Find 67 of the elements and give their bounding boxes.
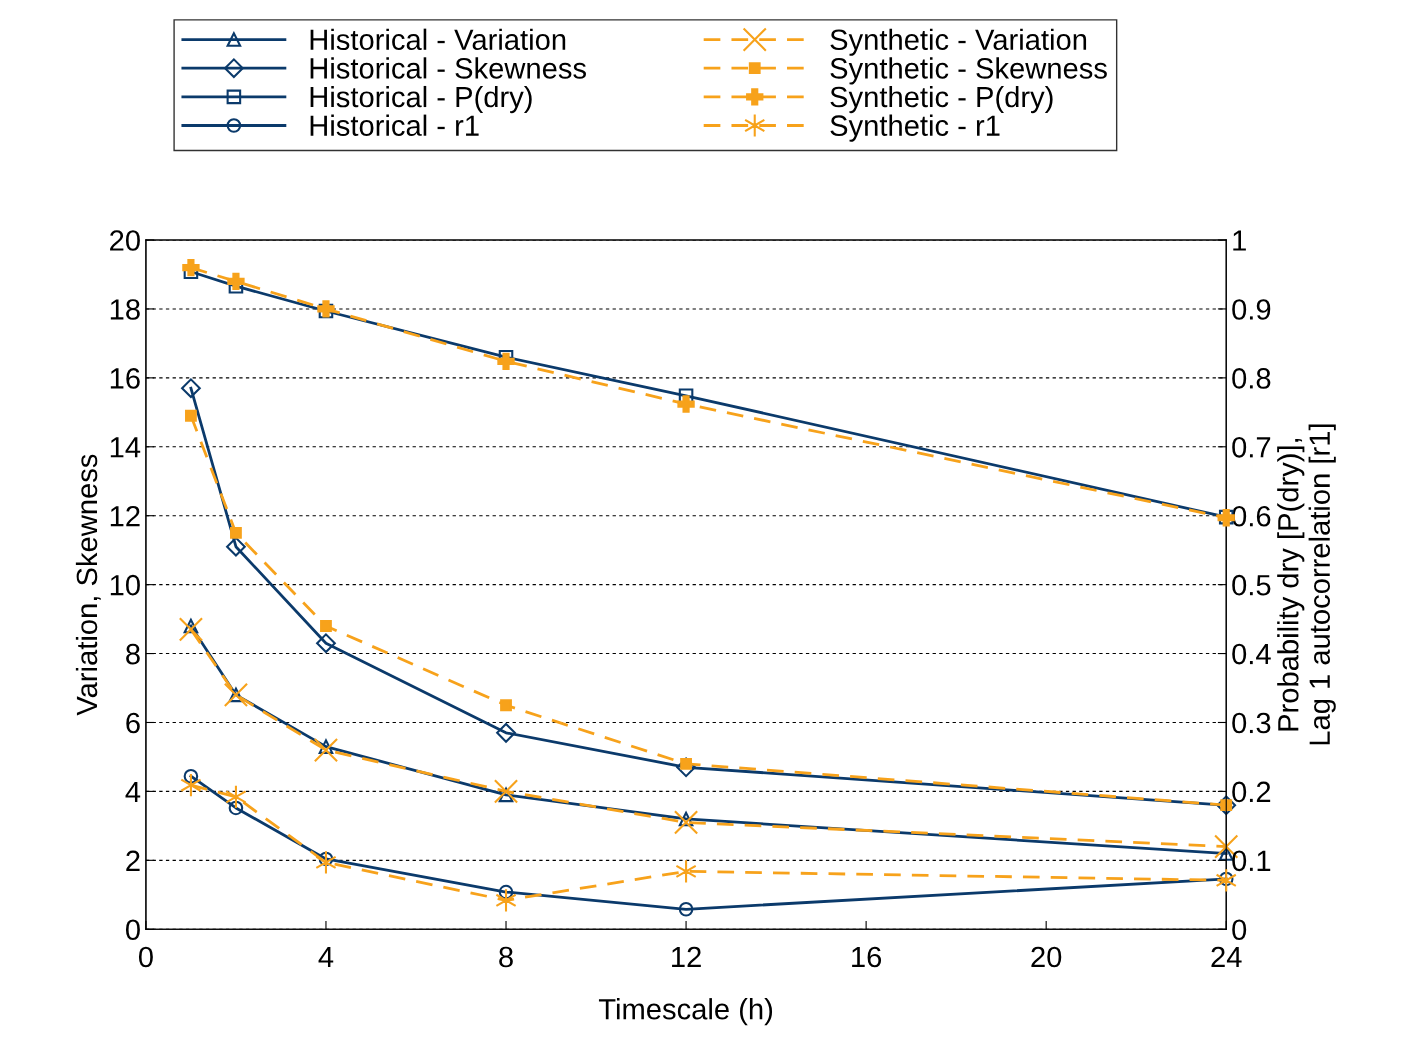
y2-tick-label: 0.9	[1232, 299, 1271, 320]
y-tick-label: 2	[126, 850, 140, 871]
y2-axis-title: Probability dry [P(dry)], Lag 1 autocorrelation [r1]	[1277, 424, 1336, 745]
y-tick-label: 6	[126, 712, 140, 734]
point	[178, 617, 204, 642]
x-tick-label: 4	[318, 946, 334, 968]
y2-tick-label: 0.7	[1232, 436, 1271, 458]
point	[315, 850, 337, 875]
point	[1218, 846, 1234, 861]
legend-label: Historical - P(dry)	[310, 85, 532, 114]
point	[500, 699, 512, 712]
legend-label: Synthetic - Skewness	[830, 57, 1107, 85]
x-tick-label: 8	[499, 946, 513, 968]
y-tick-label: 20	[110, 230, 140, 251]
x-tick-label: 24	[1211, 946, 1242, 968]
y2-tick-label: 0.2	[1232, 781, 1271, 803]
legend-label: Historical - r1	[310, 114, 479, 137]
legend-label: Historical - Skewness	[310, 57, 586, 79]
x-tick-label: 12	[672, 946, 701, 968]
point	[180, 773, 202, 798]
point	[182, 258, 200, 277]
y-tick-label: 0	[125, 919, 140, 941]
y-tick-label: 8	[126, 643, 140, 665]
legend-label: Synthetic - r1	[830, 114, 1000, 142]
point	[226, 536, 246, 557]
y2-tick-label: 0	[1232, 919, 1247, 941]
legend-label: Synthetic - P(dry)	[830, 85, 1053, 114]
point	[678, 901, 694, 917]
point	[228, 800, 244, 816]
point	[498, 884, 514, 900]
y2-tick-label: 0.8	[1232, 368, 1271, 389]
point	[183, 618, 199, 634]
legend-label: Historical - Variation	[310, 28, 566, 51]
point	[183, 768, 199, 784]
y2-tick-label: 0.4	[1232, 643, 1271, 665]
y-tick-label: 4	[125, 781, 141, 802]
y2-tick-label: 0.5	[1232, 574, 1271, 596]
y2-tick-label: 0.1	[1232, 850, 1271, 872]
point	[318, 739, 334, 754]
point	[230, 527, 242, 539]
point	[677, 395, 695, 413]
point	[676, 757, 696, 778]
point	[185, 409, 197, 422]
point	[227, 272, 245, 291]
point	[673, 810, 699, 835]
point	[316, 633, 336, 654]
y-tick-label: 12	[110, 505, 140, 527]
legend-label: Synthetic - Variation	[830, 28, 1087, 56]
y2-tick-label: 1	[1233, 230, 1246, 251]
y2-tick-label: 0.3	[1232, 712, 1271, 734]
point	[498, 787, 514, 803]
point	[181, 378, 201, 399]
y-tick-label: 10	[110, 574, 140, 596]
point	[320, 620, 332, 632]
x-axis-title: Timescale (h)	[598, 998, 773, 1026]
x-tick-label: 16	[852, 946, 882, 968]
point	[225, 784, 247, 810]
point	[493, 779, 519, 804]
x-tick-label: 20	[1031, 946, 1062, 968]
point	[496, 722, 516, 743]
point	[313, 737, 339, 763]
y-tick-label: 14	[110, 437, 141, 458]
y-tick-label: 18	[110, 299, 140, 320]
point	[497, 352, 515, 370]
y-tick-label: 16	[110, 368, 140, 389]
point	[678, 811, 694, 827]
y-axis-title: Variation, Skewness	[75, 454, 101, 716]
